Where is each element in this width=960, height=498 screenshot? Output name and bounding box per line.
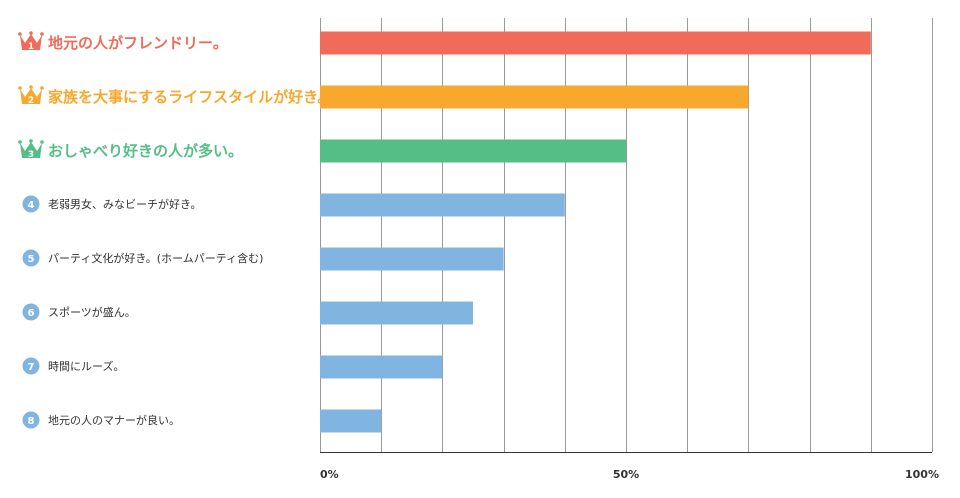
- crown-jewel: [40, 140, 44, 144]
- bar: [320, 355, 443, 379]
- crown-jewel: [18, 140, 22, 144]
- category-label: パーティ文化が好き。(ホームパーティ含む): [48, 251, 263, 265]
- crown-shape: [20, 142, 42, 158]
- tick-label: 50%: [613, 468, 639, 481]
- rank-number: 4: [28, 200, 35, 211]
- rank-number: 1: [28, 42, 34, 52]
- circle-number-icon: 4: [22, 195, 40, 213]
- bar: [320, 85, 749, 109]
- circle-number-icon: 5: [22, 249, 40, 267]
- rank-circle: [22, 357, 40, 375]
- rank-number: 2: [28, 96, 34, 106]
- circle-number-icon: 8: [22, 411, 40, 429]
- rank-circle: [22, 303, 40, 321]
- bar: [320, 193, 565, 217]
- tick-label: 0%: [320, 468, 339, 481]
- crown-icon: 3: [18, 139, 44, 160]
- crown-jewel: [29, 139, 33, 143]
- crown-icon: 2: [18, 85, 44, 106]
- crown-shape: [20, 34, 42, 50]
- crown-shape: [20, 88, 42, 104]
- bar: [320, 247, 504, 271]
- rank-circle: [22, 249, 40, 267]
- rank-circle: [22, 195, 40, 213]
- category-label: 家族を大事にするライフスタイルが好き。: [48, 88, 332, 106]
- bar: [320, 139, 626, 163]
- bar-layer: [320, 31, 871, 433]
- category-label: 地元の人がフレンドリー。: [48, 34, 228, 52]
- grid-layer: [320, 18, 933, 453]
- crown-jewel: [29, 85, 33, 89]
- rank-number: 5: [28, 254, 35, 265]
- tick-label: 100%: [905, 468, 939, 481]
- label-layer: 1 地元の人がフレンドリー。 2 家族を大事にするライフスタイルが好き。 3 おしゃべり好…: [18, 31, 332, 429]
- bar: [320, 301, 473, 325]
- circle-number-icon: 7: [22, 357, 40, 375]
- crown-jewel: [29, 31, 33, 35]
- rank-circle: [22, 411, 40, 429]
- bar: [320, 409, 382, 433]
- rank-number: 3: [28, 150, 34, 160]
- rank-number: 7: [28, 362, 35, 373]
- category-label: 老弱男女、みなビーチが好き。: [48, 197, 201, 211]
- crown-jewel: [40, 32, 44, 36]
- category-label: 地元の人のマナーが良い。: [48, 413, 180, 427]
- category-label: 時間にルーズ。: [48, 359, 124, 373]
- rank-number: 6: [28, 308, 35, 319]
- crown-jewel: [40, 86, 44, 90]
- crown-jewel: [18, 86, 22, 90]
- crown-icon: 1: [18, 31, 44, 52]
- tick-layer: 0% 50% 100%: [320, 468, 939, 481]
- category-label: スポーツが盛ん。: [48, 305, 136, 319]
- circle-number-icon: 6: [22, 303, 40, 321]
- crown-jewel: [18, 32, 22, 36]
- bar: [320, 31, 871, 55]
- category-label: おしゃべり好きの人が多い。: [48, 142, 243, 160]
- rank-number: 8: [28, 416, 35, 427]
